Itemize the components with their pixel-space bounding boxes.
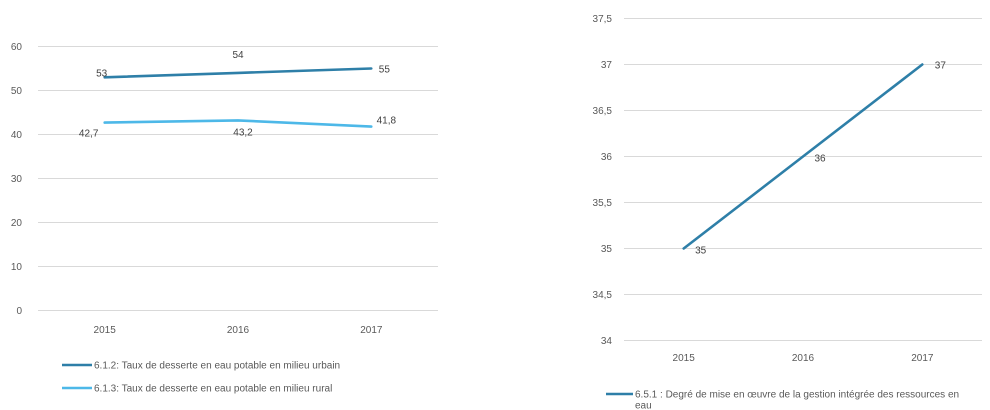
left-y-tick-label: 50 (11, 86, 23, 97)
right-legend-label: eau (635, 401, 652, 410)
right-x-tick-label: 2016 (792, 353, 815, 364)
right-series-line-1 (682, 63, 924, 250)
left-x-tick-label: 2017 (360, 325, 383, 336)
left-legend-label: 6.1.3: Taux de desserte en eau potable e… (94, 384, 332, 395)
right-data-label: 37 (935, 61, 947, 72)
right-x-tick-label: 2017 (911, 353, 934, 364)
right-y-tick-label: 37,5 (593, 14, 613, 25)
left-y-tick-label: 0 (16, 306, 22, 317)
left-y-tick-label: 60 (11, 42, 23, 53)
right-y-tick-label: 35 (601, 244, 613, 255)
left-x-tick-label: 2015 (94, 325, 117, 336)
left-x-tick-label: 2016 (227, 325, 250, 336)
right-y-tick-label: 36,5 (593, 106, 613, 117)
right-y-tick-label: 34,5 (593, 290, 613, 301)
left-data-label: 43,2 (233, 127, 253, 138)
right-x-tick-label: 2015 (673, 353, 696, 364)
chart-left: 0 10 20 30 40 50 60 2015 2016 2017 53 54 55 42,7 43,2 4… (11, 42, 438, 395)
right-legend-label: 6.5.1 : Degré de mise en œuvre de la ges… (635, 390, 959, 401)
right-y-tick-label: 36 (601, 152, 613, 163)
left-data-label: 42,7 (79, 129, 99, 140)
left-y-tick-label: 20 (11, 218, 23, 229)
left-y-tick-label: 40 (11, 130, 23, 141)
left-data-label: 41,8 (377, 116, 397, 127)
left-y-tick-label: 10 (11, 262, 23, 273)
left-data-label: 54 (232, 50, 244, 61)
left-series-line-2 (103, 119, 373, 128)
left-data-label: 53 (96, 68, 108, 79)
right-data-label: 35 (695, 246, 707, 257)
right-y-tick-label: 35,5 (593, 198, 613, 209)
chart-right: 34 34,5 35 35,5 36 36,5 37 37,5 2015 2016 2017 35 36… (593, 14, 982, 410)
right-y-tick-label: 34 (601, 336, 613, 347)
right-y-tick-label: 37 (601, 60, 613, 71)
left-y-tick-label: 30 (11, 174, 23, 185)
left-series-line-1 (103, 67, 373, 79)
right-data-label: 36 (814, 154, 826, 165)
left-legend-label: 6.1.2: Taux de desserte en eau potable e… (94, 361, 340, 372)
left-data-label: 55 (379, 65, 391, 76)
